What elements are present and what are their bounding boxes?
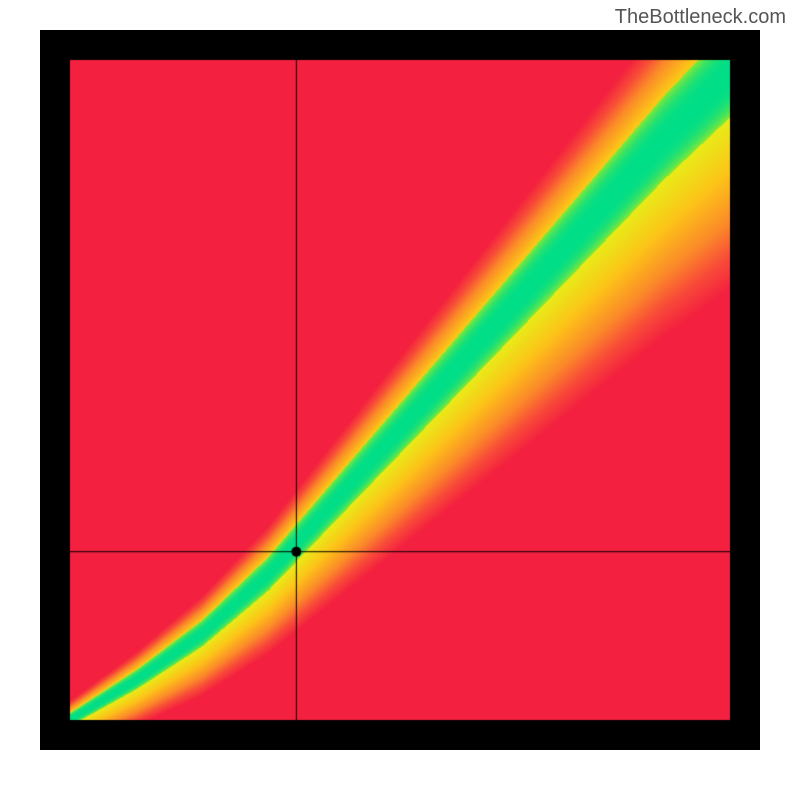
plot-area <box>40 30 760 750</box>
heatmap-canvas <box>40 30 760 750</box>
watermark-text: TheBottleneck.com <box>615 6 786 29</box>
chart-container: TheBottleneck.com <box>0 0 800 800</box>
